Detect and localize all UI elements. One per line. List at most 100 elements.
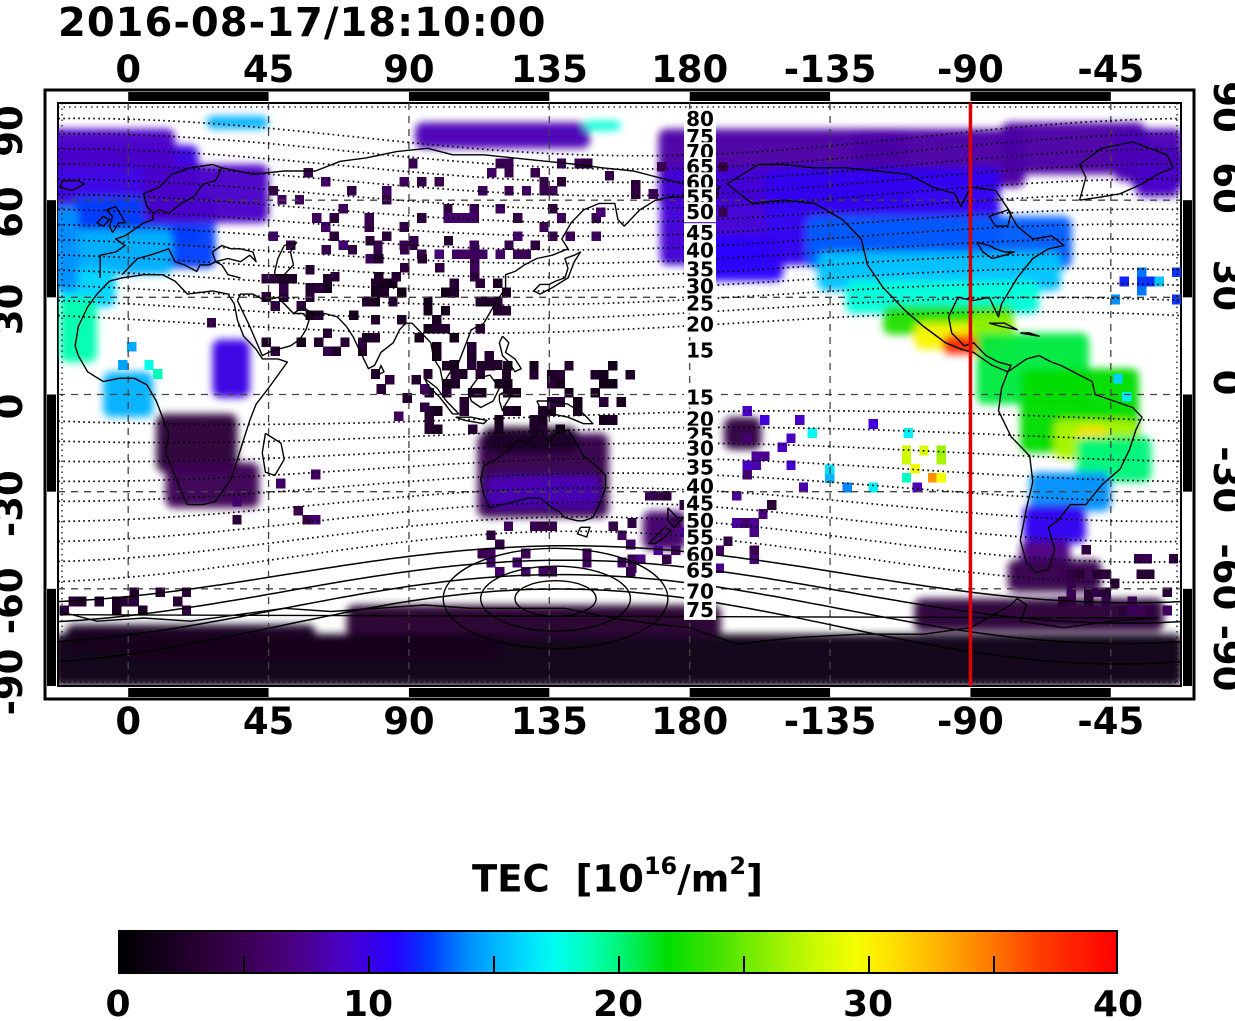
tec-cell	[411, 375, 421, 385]
tec-cell	[547, 521, 557, 532]
tec-cell	[320, 222, 331, 232]
tec-cell	[599, 415, 609, 425]
contour-label: 35	[686, 456, 714, 480]
contour-lines-layer	[58, 117, 1181, 665]
tec-cell	[459, 397, 469, 407]
tec-cell	[604, 171, 615, 181]
tec-cell	[370, 332, 381, 343]
frame-band-segment	[47, 588, 56, 686]
frame-band-segment	[408, 688, 550, 697]
tec-cell	[511, 406, 522, 416]
contour-line-north	[58, 208, 1181, 238]
tec-cell	[460, 249, 471, 260]
coastline	[648, 526, 672, 545]
tec-cell	[495, 539, 505, 550]
coastlines-layer	[58, 141, 1174, 645]
contour-label-bg	[684, 457, 716, 478]
tec-cell	[286, 240, 296, 250]
bottom-axis-tick-label: -90	[937, 700, 1004, 743]
tec-cell	[511, 388, 522, 398]
tec-cell	[399, 176, 409, 187]
tec-cell	[393, 411, 404, 422]
colorbar-tick-label: 0	[105, 984, 131, 1021]
contour-label-bg	[684, 223, 716, 244]
contour-label-bg	[684, 544, 716, 565]
tec-cell	[434, 176, 444, 187]
tec-cell	[936, 454, 947, 465]
right-axis-tick-label: 60	[1205, 162, 1235, 214]
contour-label-bg	[684, 127, 716, 148]
tec-cell	[129, 596, 139, 607]
tec-cell	[433, 406, 443, 416]
tec-cell	[417, 176, 427, 187]
coastline	[997, 354, 1143, 574]
tec-cell	[616, 397, 627, 407]
tec-cell	[470, 272, 480, 282]
colorbar-minor-tick	[618, 956, 620, 972]
tec-cell	[546, 397, 557, 407]
contour-label: 15	[686, 338, 714, 362]
tec-cell	[495, 158, 505, 169]
tec-cell	[477, 548, 487, 559]
tec-cell	[556, 176, 567, 187]
tec-cell	[424, 424, 434, 434]
tec-cell	[408, 235, 419, 246]
tec-cell	[270, 301, 280, 311]
tec-cell	[469, 213, 479, 223]
tec-cell	[365, 235, 375, 246]
tec-cell	[718, 207, 728, 217]
tec-cell	[627, 518, 637, 528]
tec-cell	[450, 369, 461, 380]
tec-cell	[1101, 569, 1111, 580]
tec-cell	[1180, 569, 1181, 580]
coastline	[58, 179, 86, 192]
tec-cell	[903, 428, 914, 438]
contour-label-bg	[684, 476, 716, 497]
left-axis-tick-label: -30	[0, 470, 31, 537]
contour-label-bg	[684, 409, 716, 430]
tec-cell	[662, 491, 672, 501]
tec-cell	[503, 406, 513, 416]
tec-cell	[399, 222, 409, 232]
tec-cell	[400, 244, 410, 255]
tec-cell	[129, 587, 139, 598]
contour-label: 15	[686, 385, 714, 409]
tec-cell	[626, 539, 636, 550]
tec-cell	[276, 478, 286, 489]
tec-cell	[347, 244, 358, 255]
tec-cell	[120, 596, 131, 607]
map-plot: 8075706560555045403530252015152025303540…	[0, 48, 1235, 743]
top-axis-tick-label: -135	[784, 48, 877, 91]
tec-cell	[1110, 578, 1120, 589]
tec-cell	[912, 482, 922, 493]
tec-cell	[449, 278, 459, 289]
coastline	[74, 274, 288, 506]
contour-label-bg	[684, 314, 716, 335]
tec-cell	[574, 158, 584, 169]
tec-cell	[901, 472, 912, 483]
tec-cell	[485, 360, 496, 371]
tec-cell	[653, 491, 663, 501]
tec-cell	[296, 337, 306, 348]
tec-cell	[521, 566, 531, 577]
colorbar-minor-tick	[493, 956, 495, 972]
tec-cell	[662, 554, 672, 565]
tec-cell	[936, 472, 947, 483]
tec-cell	[583, 158, 593, 169]
tec-cell	[449, 287, 459, 298]
tec-cell	[321, 244, 331, 255]
tec-cell	[370, 287, 381, 298]
tec-cell	[1083, 587, 1094, 598]
tec-cell	[501, 287, 512, 298]
top-axis-tick-label: 135	[511, 48, 588, 91]
tec-cell	[322, 346, 333, 357]
tec-cell	[466, 360, 477, 370]
frame-band-segment	[1183, 588, 1192, 686]
tec-cell	[340, 337, 350, 348]
contour-label: 20	[686, 313, 714, 337]
tec-cell	[1075, 569, 1085, 580]
tec-cell	[1101, 596, 1111, 607]
tec-cell	[349, 310, 359, 320]
tec-cell	[617, 530, 627, 541]
tec-cell	[322, 328, 333, 339]
